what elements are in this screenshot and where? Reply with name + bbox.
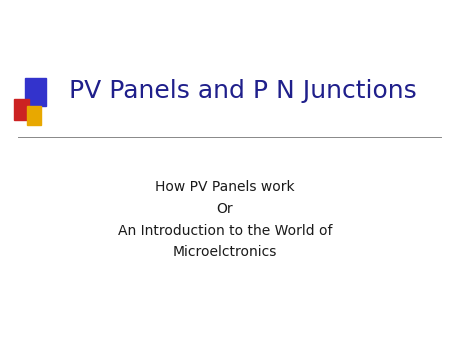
Bar: [27, 106, 41, 125]
Bar: [14, 99, 29, 120]
Text: PV Panels and P N Junctions: PV Panels and P N Junctions: [69, 79, 417, 103]
Text: How PV Panels work
Or
An Introduction to the World of
Microelctronics: How PV Panels work Or An Introduction to…: [118, 180, 332, 259]
Bar: [25, 78, 46, 106]
